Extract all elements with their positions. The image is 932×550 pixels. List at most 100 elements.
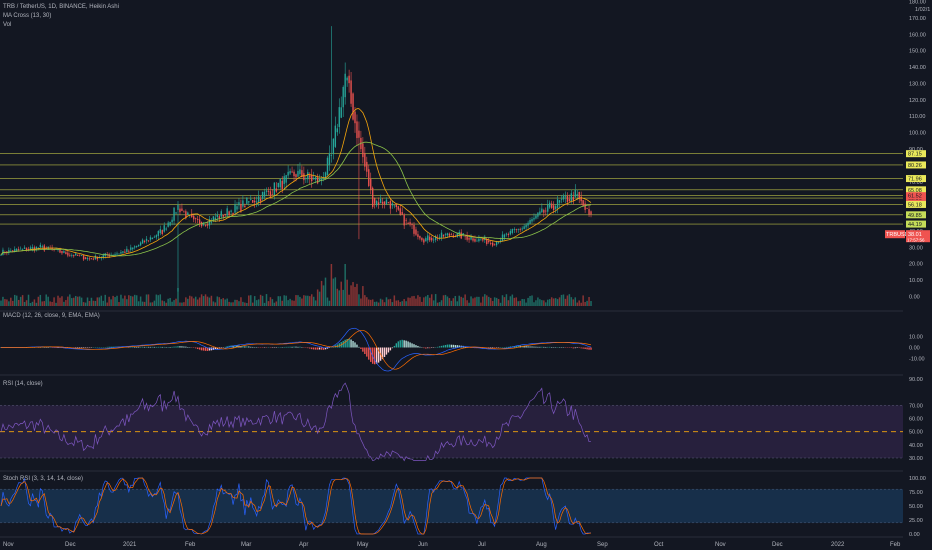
rsi-tick-label: 60.00 (909, 417, 923, 423)
rsi-pane[interactable] (0, 374, 903, 462)
candle-body (216, 214, 219, 217)
rsi-tick-label: 70.00 (909, 403, 923, 409)
candle-body (139, 242, 142, 246)
candle-body (279, 178, 281, 188)
candle-body (161, 230, 163, 235)
ma-cross-label[interactable]: MA Cross (13, 30) (3, 13, 52, 19)
volume-bar (554, 298, 557, 306)
macd-histogram-bar (456, 345, 458, 348)
macd-pane[interactable] (0, 310, 903, 372)
volume-bar (405, 301, 407, 306)
macd-histogram-bar (535, 346, 537, 348)
volume-bar (334, 277, 337, 306)
volume-bar (261, 295, 264, 306)
stoch-legend[interactable]: Stoch RSI (3, 3, 14, 14, close) (3, 475, 83, 484)
stoch-rsi-pane[interactable] (0, 470, 903, 535)
volume-bar (377, 302, 380, 306)
macd-histogram-bar (444, 344, 447, 348)
time-axis-label: Feb (185, 542, 196, 548)
candle-body (442, 234, 445, 237)
candle-body (397, 206, 399, 210)
candle-body (311, 174, 313, 182)
candle-body (493, 244, 496, 246)
price-pane[interactable] (0, 26, 903, 306)
macd-histogram-bar (287, 346, 289, 348)
candle-body (466, 234, 468, 240)
price-tick-label: 140.00 (909, 65, 926, 71)
volume-bar (21, 295, 24, 306)
volume-label[interactable]: Vol (3, 22, 12, 28)
volume-bar (428, 297, 431, 306)
macd-histogram-bar (295, 346, 297, 348)
macd-legend[interactable]: MACD (12, 26, close, 9, EMA, EMA) (3, 312, 100, 321)
volume-bar (332, 278, 335, 306)
candle-body (128, 250, 130, 252)
symbol-title[interactable]: TRB / TetherUS, 1D, BINANCE, Heikin Ashi (3, 4, 119, 10)
volume-bar (200, 294, 203, 306)
macd-histogram-bar (202, 347, 205, 351)
macd-label: MACD (12, 26, close, 9, EMA, EMA) (3, 313, 100, 319)
volume-bar (430, 294, 433, 306)
rsi-legend[interactable]: RSI (14, close) (3, 380, 43, 389)
volume-bar (497, 299, 500, 306)
price-tick-label: 110.00 (909, 114, 925, 120)
candle-body (287, 171, 289, 176)
candle-body (523, 226, 525, 230)
volume-bar (397, 300, 400, 306)
macd-histogram-bar (293, 346, 295, 348)
volume-bar (218, 297, 221, 306)
volume-bar (222, 298, 224, 306)
candle-body (10, 250, 12, 252)
candle-body (340, 107, 342, 118)
volume-bar (43, 301, 45, 306)
volume-bar (399, 301, 401, 306)
volume-bar (291, 300, 293, 306)
candle-body (261, 191, 264, 199)
macd-histogram-bar (377, 347, 380, 363)
macd-histogram-bar (440, 345, 443, 348)
volume-bar (541, 300, 543, 306)
candle-body (391, 203, 394, 206)
candle-body (263, 191, 266, 197)
macd-histogram-bar (236, 345, 238, 348)
volume-bar (238, 301, 240, 306)
volume-bar (523, 299, 525, 306)
candle-body (27, 249, 30, 250)
volume-bar (47, 296, 49, 306)
volume-bar (543, 300, 545, 306)
stoch-k-line (0, 477, 591, 535)
candle-body (124, 251, 126, 253)
macd-histogram-bar (466, 346, 468, 348)
candle-body (334, 125, 337, 147)
macd-histogram-bar (549, 346, 551, 348)
macd-histogram-bar (141, 346, 144, 348)
macd-histogram-bar (436, 346, 439, 348)
volume-bar (446, 296, 449, 306)
macd-histogram-bar (147, 346, 150, 348)
macd-histogram-bar (318, 347, 321, 350)
volume-bar (251, 302, 254, 306)
rsi-label: RSI (14, close) (3, 381, 43, 387)
candle-body (358, 130, 360, 138)
macd-histogram-bar (362, 347, 364, 352)
candle-body (324, 172, 327, 179)
candle-body (539, 211, 541, 215)
volume-bar (226, 298, 228, 306)
macd-histogram-bar (448, 344, 451, 348)
macd-histogram-bar (161, 346, 163, 348)
volume-bar (132, 296, 134, 306)
candle-body (330, 154, 333, 156)
candle-body (499, 240, 502, 242)
volume-bar (120, 294, 122, 306)
candle-body (177, 204, 179, 210)
macd-histogram-bar (173, 346, 175, 348)
candle-body (114, 254, 116, 255)
candle-body (342, 87, 344, 108)
candle-body (507, 234, 510, 236)
macd-histogram-bar (417, 345, 419, 348)
candle-body (562, 195, 565, 200)
candle-body (147, 240, 150, 242)
volume-bar (45, 294, 47, 306)
